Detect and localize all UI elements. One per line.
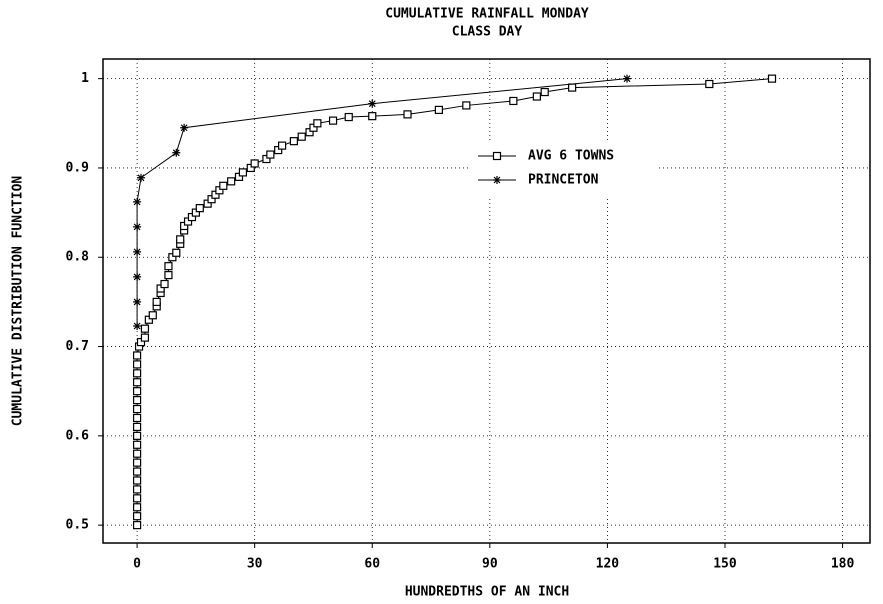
marker-square [568, 83, 577, 92]
marker-square [403, 110, 412, 119]
marker-square [164, 262, 173, 271]
legend-label: PRINCETON [528, 173, 599, 188]
x-tick-label: 30 [247, 557, 263, 572]
marker-asterisk [493, 176, 501, 184]
marker-square [132, 458, 142, 467]
marker-square [368, 112, 377, 121]
x-tick-label: 0 [133, 557, 141, 572]
marker-square [289, 137, 298, 146]
marker-square [767, 74, 777, 83]
x-tick-label: 90 [482, 557, 498, 572]
marker-asterisk [133, 322, 142, 331]
marker-asterisk [133, 247, 142, 256]
marker-square [313, 119, 322, 128]
y-tick-label: 0.7 [66, 339, 89, 354]
marker-square [250, 159, 259, 168]
marker-asterisk [368, 99, 377, 108]
marker-square [164, 271, 173, 280]
marker-square [705, 79, 714, 89]
marker-square [132, 440, 142, 449]
legend-background [468, 140, 658, 196]
marker-square [132, 387, 142, 396]
plot-area [103, 59, 870, 543]
marker-square [195, 204, 204, 213]
marker-square [176, 235, 185, 244]
marker-asterisk [133, 272, 142, 281]
chart-title: CUMULATIVE RAINFALL MONDAY [385, 7, 589, 22]
marker-square [462, 101, 471, 110]
y-tick-label: 0.8 [66, 250, 90, 265]
marker-square [278, 141, 287, 150]
x-axis-label: HUNDREDTHS OF AN INCH [405, 585, 569, 600]
marker-square [132, 369, 142, 378]
marker-asterisk [133, 222, 142, 231]
marker-square [540, 87, 549, 97]
y-tick-label: 0.9 [66, 160, 89, 175]
y-tick-label: 0.5 [66, 518, 89, 533]
y-tick-label: 1 [81, 71, 89, 86]
x-tick-label: 150 [713, 557, 737, 572]
marker-square [140, 324, 150, 333]
marker-square [132, 494, 142, 503]
marker-square [152, 297, 161, 306]
marker-square [532, 92, 541, 101]
marker-square [148, 311, 157, 320]
plot-frame [102, 58, 871, 544]
marker-square [238, 168, 248, 177]
marker-square [132, 503, 142, 512]
marker-asterisk [180, 123, 189, 132]
marker-asterisk [137, 173, 146, 182]
marker-square [266, 150, 275, 159]
marker-square [344, 112, 353, 122]
x-tick-label: 60 [364, 557, 380, 572]
marker-square [132, 476, 142, 485]
chart-subtitle: CLASS DAY [452, 25, 523, 40]
x-tick-label: 120 [596, 557, 620, 572]
y-axis-label: CUMULATIVE DISTRIBUTION FUNCTION [11, 176, 26, 427]
marker-square [132, 467, 142, 476]
x-tick-label: 180 [831, 557, 855, 572]
marker-asterisk [623, 74, 632, 83]
marker-square [132, 351, 142, 360]
marker-square [132, 404, 142, 414]
legend-label: AVG 6 TOWNS [528, 149, 614, 164]
marker-square [132, 422, 142, 432]
marker-square [160, 279, 169, 289]
marker-asterisk [133, 297, 142, 306]
marker-square [140, 333, 150, 342]
marker-square [132, 360, 142, 369]
marker-square [434, 105, 443, 115]
marker-square [132, 431, 142, 440]
marker-square [132, 378, 142, 387]
marker-square [328, 116, 338, 125]
marker-square [132, 512, 142, 521]
marker-square [132, 449, 142, 458]
marker-square [492, 151, 502, 161]
marker-square [509, 96, 518, 106]
marker-square [172, 248, 181, 257]
marker-square [297, 132, 306, 141]
marker-square [132, 413, 142, 423]
marker-square [132, 485, 142, 494]
marker-square [132, 521, 142, 530]
y-tick-label: 0.6 [66, 428, 90, 443]
marker-asterisk [172, 148, 181, 157]
marker-square [227, 177, 236, 186]
marker-square [219, 181, 228, 190]
marker-asterisk [133, 197, 142, 206]
marker-square [132, 396, 142, 405]
